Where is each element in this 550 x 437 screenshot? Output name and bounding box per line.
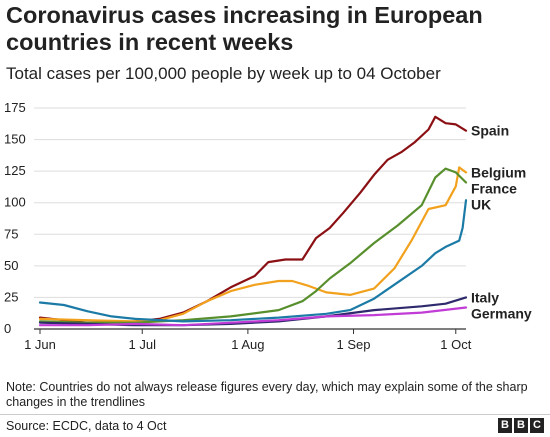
x-tick-label: 1 Sep xyxy=(337,337,371,352)
series-lines xyxy=(38,115,468,327)
series-label-france: France xyxy=(471,180,517,196)
series-line-spain xyxy=(38,115,468,324)
x-tick-label: 1 Oct xyxy=(440,337,471,352)
bbc-logo: B B C xyxy=(498,418,544,433)
series-line-france xyxy=(38,167,468,324)
bbc-logo-letter: B xyxy=(498,418,512,433)
y-tick-label: 50 xyxy=(4,258,18,273)
chart-title: Coronavirus cases increasing in European… xyxy=(6,2,483,55)
series-label-belgium: Belgium xyxy=(471,164,526,180)
bbc-logo-letter: C xyxy=(530,418,544,433)
bbc-logo-letter: B xyxy=(514,418,528,433)
y-tick-label: 175 xyxy=(4,100,26,115)
x-tick-label: 1 Jun xyxy=(24,337,56,352)
y-tick-label: 125 xyxy=(4,163,26,178)
series-label-spain: Spain xyxy=(471,123,509,139)
series-label-uk: UK xyxy=(471,196,491,212)
x-tick-label: 1 Aug xyxy=(231,337,264,352)
series-label-germany: Germany xyxy=(471,305,532,321)
y-tick-label: 100 xyxy=(4,195,26,210)
series-line-belgium xyxy=(38,166,468,323)
chart-subtitle: Total cases per 100,000 people by week u… xyxy=(6,64,441,83)
y-tick-label: 150 xyxy=(4,132,26,147)
series-label-italy: Italy xyxy=(471,289,499,305)
series-line-uk xyxy=(38,199,468,323)
x-axis-ticks: 1 Jun 1 Jul 1 Aug 1 Sep 1 Oct xyxy=(24,329,472,352)
y-tick-label: 75 xyxy=(4,226,18,241)
line-chart: 0 25 50 75 100 125 150 175 1 Jun 1 Jul 1 Aug 1 Sep… xyxy=(4,100,532,352)
y-tick-label: 0 xyxy=(4,321,11,336)
x-tick-label: 1 Jul xyxy=(129,337,157,352)
source-text: Source: ECDC, data to 4 Oct xyxy=(6,419,167,433)
chart-note: Note: Countries do not always release fi… xyxy=(6,380,528,409)
grid-lines xyxy=(34,107,466,330)
series-line-germany xyxy=(38,306,468,327)
y-axis-ticks: 0 25 50 75 100 125 150 175 xyxy=(4,100,26,336)
y-tick-label: 25 xyxy=(4,289,18,304)
footer-divider xyxy=(0,414,550,415)
